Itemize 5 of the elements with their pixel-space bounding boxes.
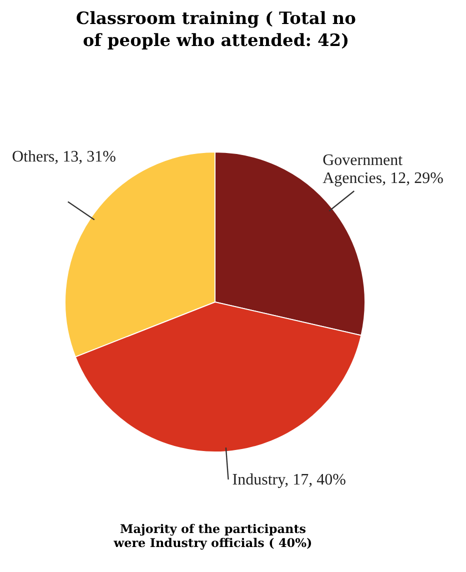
slice-label: Government Agencies, 12, 29% (322, 152, 444, 188)
text: Majority of the participants were Industry officials ( 40%) (112, 522, 314, 550)
slice-label: Industry, 17, 40% (232, 472, 346, 488)
chart-title: Classroom training ( Total no of people who attended: 42) (75, 8, 357, 52)
slice-label: Others, 13, 31% (12, 148, 116, 166)
